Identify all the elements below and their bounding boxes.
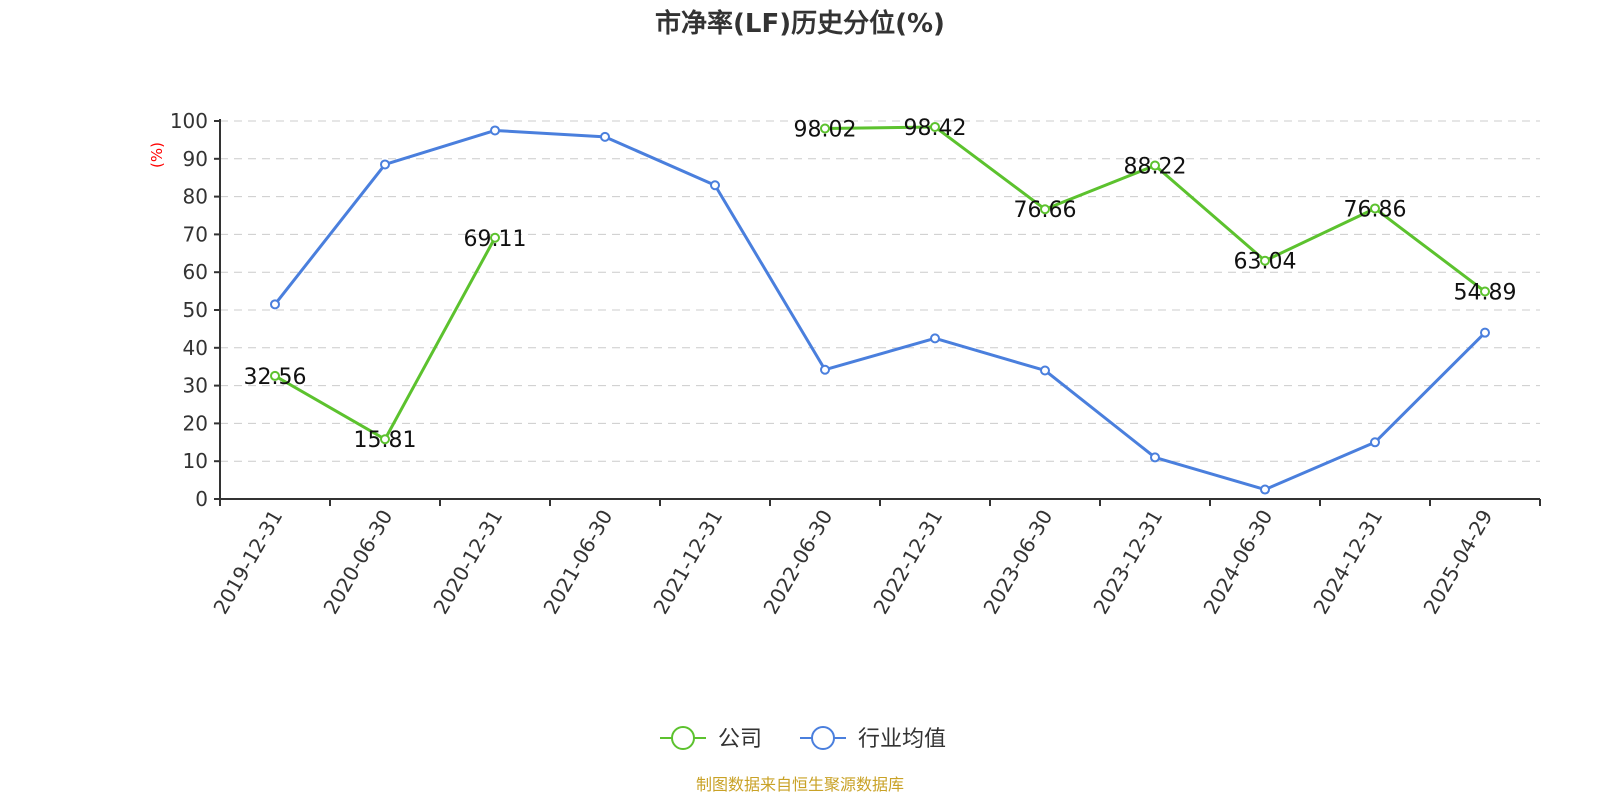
data-point	[1370, 437, 1380, 448]
legend: 公司 行业均值	[660, 726, 946, 752]
legend-label: 行业均值	[858, 727, 946, 752]
data-label: 76.66	[1014, 198, 1077, 223]
data-label: 98.02	[794, 117, 857, 142]
data-point	[1480, 286, 1490, 297]
legend-marker	[811, 726, 835, 750]
x-tick-label: 2024-12-31	[1308, 506, 1387, 619]
data-point	[600, 131, 610, 142]
data-point	[1260, 484, 1270, 495]
series-layer	[270, 121, 1490, 495]
y-tick-label: 30	[183, 374, 208, 398]
data-point	[1150, 160, 1160, 171]
x-tick-label: 2021-12-31	[648, 506, 727, 619]
x-tick-label: 2022-12-31	[868, 506, 947, 619]
data-point	[270, 370, 280, 381]
x-tick-label: 2024-06-30	[1198, 506, 1277, 619]
axis-layer: 0 10 20 30 40 50 60 70 80 90 100 2019-12-31 2020-06-…	[170, 109, 1541, 619]
data-point	[380, 159, 390, 170]
y-tick-label: 60	[183, 260, 208, 284]
data-label: 32.56	[244, 365, 307, 390]
y-tick-label: 0	[195, 487, 208, 511]
series-line	[273, 128, 1487, 492]
y-tick-label: 10	[183, 449, 208, 473]
x-tick-label: 2019-12-31	[208, 506, 287, 619]
legend-label: 公司	[718, 727, 762, 752]
x-tick-label: 2023-12-31	[1088, 506, 1167, 619]
series-line	[274, 237, 497, 441]
x-tick-label: 2025-04-29	[1418, 506, 1497, 619]
data-label: 98.42	[904, 116, 967, 141]
y-tick-label: 80	[183, 185, 208, 209]
data-point	[1370, 203, 1380, 214]
x-tick-label: 2020-06-30	[318, 506, 397, 619]
data-point	[1150, 452, 1160, 463]
data-label: 63.04	[1234, 250, 1297, 275]
data-label: 76.86	[1344, 197, 1407, 222]
x-tick-label: 2020-12-31	[428, 506, 507, 619]
data-label: 54.89	[1454, 281, 1517, 306]
label-layer: 32.56 15.81 69.11 98.02 98.42 76.66 88.22 63.04…	[244, 116, 1517, 453]
y-tick-label: 20	[183, 411, 208, 435]
data-point	[380, 434, 390, 445]
data-point	[1040, 204, 1050, 215]
data-point	[490, 232, 500, 243]
chart-title: 市净率(LF)历史分位(%)	[655, 8, 945, 39]
y-axis-label: (%)	[148, 142, 166, 168]
legend-marker	[671, 726, 695, 750]
x-tick-label: 2021-06-30	[538, 506, 617, 619]
data-point	[710, 180, 720, 191]
data-point	[930, 121, 940, 132]
data-point	[270, 299, 280, 310]
y-tick-label: 70	[183, 222, 208, 246]
x-tick-label: 2023-06-30	[978, 506, 1057, 619]
x-tick-label: 2022-06-30	[758, 506, 837, 619]
data-point	[490, 125, 500, 136]
y-tick-label: 90	[183, 147, 208, 171]
data-point	[1480, 327, 1490, 338]
data-point	[820, 364, 830, 375]
data-point	[1040, 365, 1050, 376]
data-point	[930, 333, 940, 344]
data-point	[1260, 255, 1270, 266]
data-point	[820, 123, 830, 134]
y-tick-label: 100	[170, 109, 208, 133]
source-note: 制图数据来自恒生聚源数据库	[696, 775, 904, 794]
data-label: 15.81	[354, 428, 417, 453]
y-tick-label: 50	[183, 298, 208, 322]
y-tick-label: 40	[183, 336, 208, 360]
data-label: 88.22	[1124, 155, 1187, 180]
data-label: 69.11	[464, 227, 527, 252]
grid-layer	[220, 120, 1540, 462]
